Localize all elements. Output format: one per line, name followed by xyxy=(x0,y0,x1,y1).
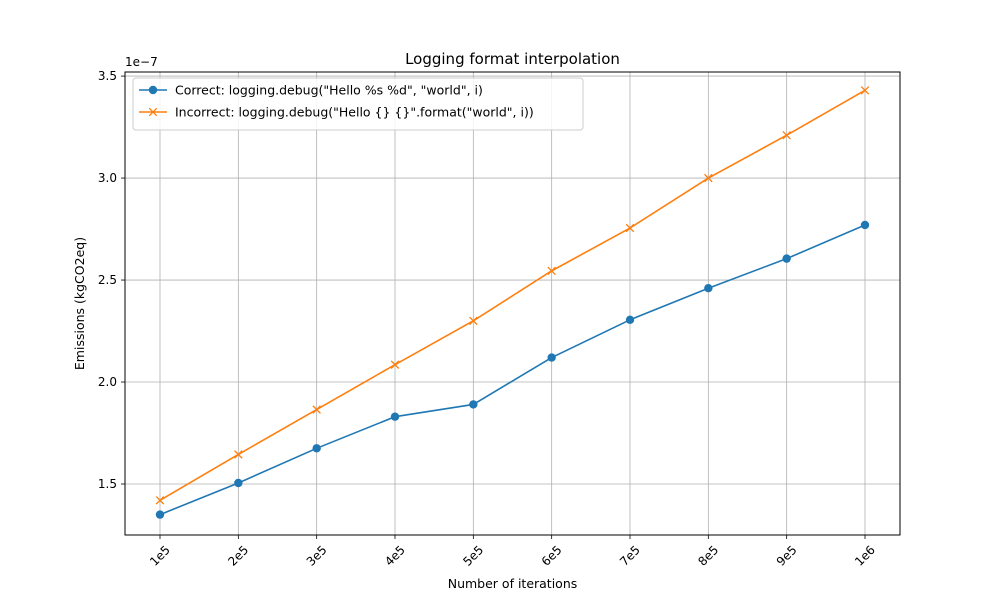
series-1-point xyxy=(625,315,635,325)
chart-title: Logging format interpolation xyxy=(405,50,620,68)
axis-ticks: 1e5 2e5 3e5 4e5 5e5 6e5 7e5 8e5 9e5 1e61.52.02.53… xyxy=(98,69,878,569)
plot-frame xyxy=(124,71,901,536)
series-1-point xyxy=(860,220,870,230)
y-tick-label: 2.5 xyxy=(98,273,117,287)
legend-marker-2 xyxy=(148,107,158,117)
series-2-point xyxy=(155,496,165,505)
legend-marker-1 xyxy=(148,85,158,95)
series-1-point xyxy=(704,284,713,293)
y-axis-label: Emissions (kgCO2eq) xyxy=(72,237,87,370)
y-axis-offset-label: 1e−7 xyxy=(125,55,158,69)
series-1-point xyxy=(234,478,243,488)
series-2-point xyxy=(547,266,556,276)
series-1-point xyxy=(782,254,791,263)
x-axis-label: Number of iterations xyxy=(448,576,578,591)
series-2-point xyxy=(312,405,321,414)
series-1-point xyxy=(390,412,400,421)
series-1-point xyxy=(547,353,556,362)
y-tick-label: 3.5 xyxy=(98,69,117,83)
series-line-2 xyxy=(159,89,866,502)
series-line-1 xyxy=(159,224,866,516)
series-2-point xyxy=(704,173,713,183)
legend: Correct: logging.debug("Hello %s %d", "w… xyxy=(132,77,584,131)
series-2-point xyxy=(469,316,478,326)
series-1-point xyxy=(469,400,478,409)
y-tick-label: 1.5 xyxy=(98,477,117,491)
series-2-point xyxy=(625,223,635,233)
legend-box xyxy=(132,77,584,131)
series-layer xyxy=(155,86,870,519)
grid-lines xyxy=(125,72,900,535)
series-2-point xyxy=(860,86,870,95)
y-tick-label: 3.0 xyxy=(98,171,117,185)
series-2-point xyxy=(234,450,243,459)
y-tick-label: 2.0 xyxy=(98,375,117,389)
series-1-point xyxy=(155,510,165,519)
legend-label-2: Incorrect: logging.debug("Hello {} {}".f… xyxy=(175,105,534,120)
series-1-point xyxy=(312,444,321,453)
series-2-point xyxy=(390,360,400,369)
series-2-point xyxy=(782,130,791,140)
legend-label-1: Correct: logging.debug("Hello %s %d", "w… xyxy=(175,83,483,98)
